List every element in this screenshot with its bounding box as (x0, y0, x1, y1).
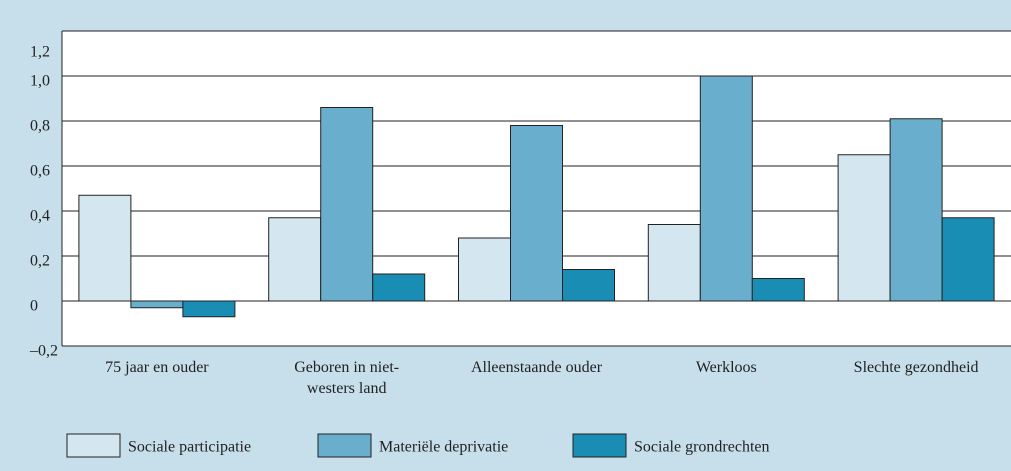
x-tick-label: 75 jaar en ouder (105, 359, 209, 376)
bar (510, 125, 563, 302)
bar (837, 154, 891, 302)
y-tick-label: 0 (30, 298, 38, 315)
bar (699, 75, 753, 302)
legend-label: Materiële deprivatie (379, 439, 508, 456)
bar (889, 118, 943, 302)
bar (562, 269, 615, 302)
legend-swatch (317, 433, 372, 458)
x-tick-label: Slechte gezondheid (853, 359, 979, 376)
bar (268, 217, 322, 302)
bar (647, 224, 701, 302)
bar (78, 194, 132, 302)
y-tick-label: 0,4 (30, 208, 50, 225)
legend-swatch (66, 433, 121, 458)
y-tick-label: 0,8 (30, 118, 50, 135)
bar (941, 217, 995, 302)
bar (130, 300, 184, 309)
bar (320, 107, 374, 302)
y-tick-label: 0,6 (30, 163, 50, 180)
x-tick-label: Geboren in niet-westers land (294, 359, 400, 397)
y-tick-label: 1,2 (30, 44, 50, 61)
x-tick-label: Alleenstaande ouder (470, 359, 603, 376)
y-tick-label: 0,2 (30, 253, 50, 270)
bar (372, 273, 426, 302)
legend-swatch (572, 433, 627, 458)
bar (751, 278, 805, 302)
y-tick-label: –0,2 (29, 343, 58, 360)
bar (182, 300, 236, 318)
x-tick-label: Werkloos (695, 359, 757, 376)
y-tick-label: 1,0 (30, 73, 50, 90)
legend-label: Sociale participatie (128, 439, 251, 456)
legend-label: Sociale grondrechten (634, 439, 770, 456)
bar (458, 237, 511, 302)
